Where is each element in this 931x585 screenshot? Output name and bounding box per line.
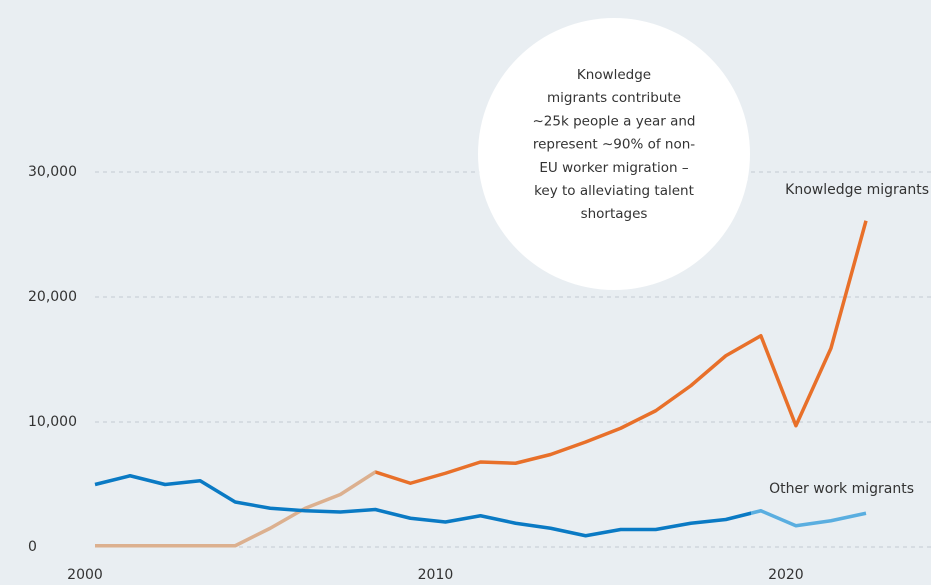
annotation: Knowledge migrants contribute ∼25k people … xyxy=(532,67,695,222)
annotation-line: EU worker migration – xyxy=(539,160,688,176)
annotation-line: key to alleviating talent xyxy=(534,183,694,199)
y-tick-label: 0 xyxy=(28,539,37,555)
annotation-line: Knowledge xyxy=(577,67,651,83)
series-line xyxy=(94,474,867,538)
x-tick-label: 2020 xyxy=(768,567,804,583)
series-label: Knowledge migrants xyxy=(785,182,929,198)
y-tick-label: 30,000 xyxy=(28,164,77,180)
annotation-line: ∼25k people a year and xyxy=(532,113,695,129)
series-label: Other work migrants xyxy=(769,481,914,497)
y-tick-label: 10,000 xyxy=(28,414,77,430)
y-tick-label: 20,000 xyxy=(28,289,77,305)
x-tick-label: 2000 xyxy=(67,567,103,583)
callout-bubble xyxy=(478,18,750,290)
annotation-line: represent ∼90% of non- xyxy=(533,137,695,153)
annotation-line: migrants contribute xyxy=(547,90,681,106)
annotation-line: shortages xyxy=(581,206,648,222)
x-tick-label: 2010 xyxy=(418,567,454,583)
series-line xyxy=(95,220,868,548)
callout xyxy=(478,18,750,290)
lines xyxy=(94,220,868,548)
callout-tail xyxy=(690,110,748,200)
